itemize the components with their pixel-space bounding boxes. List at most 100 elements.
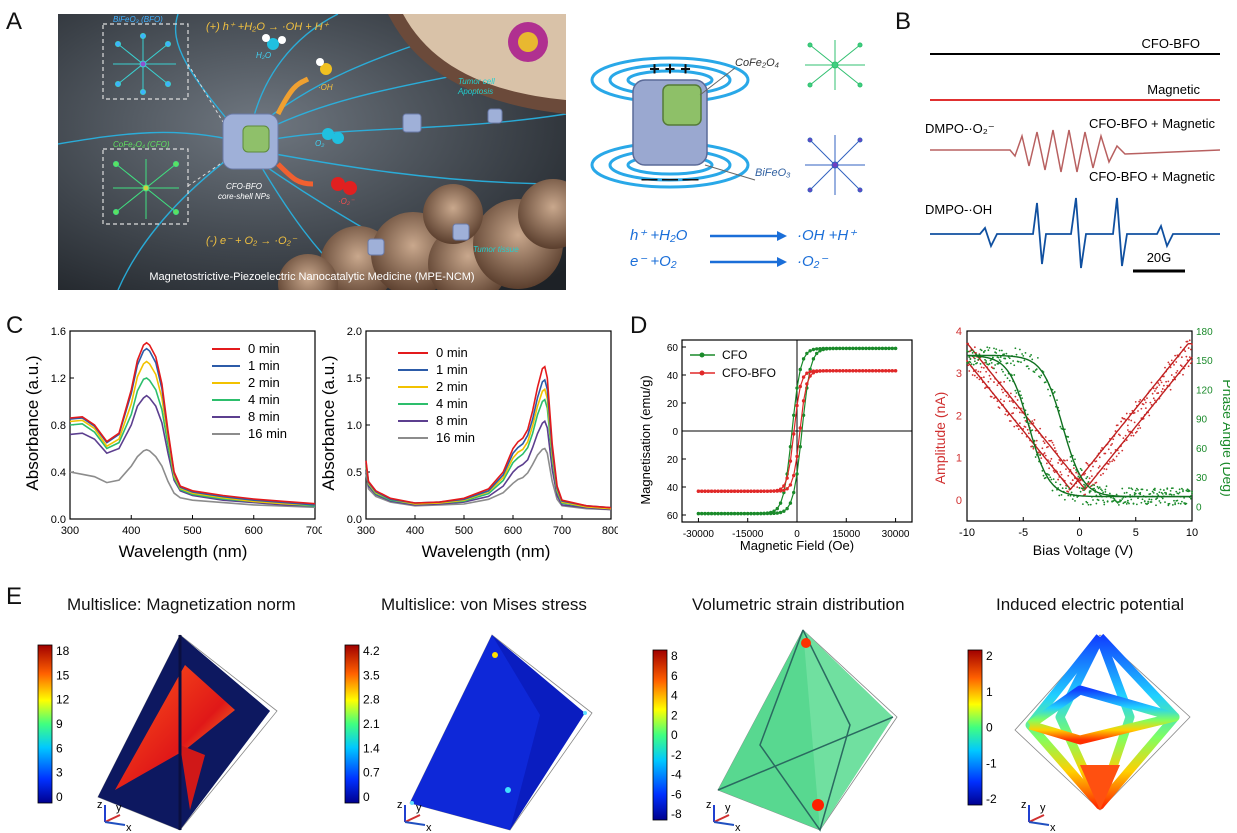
amplitude-point [1083,473,1085,476]
chart-d1: Magnetisation (emu/g) Magnetic Field (Oe… [638,339,913,553]
mechanism-plus: + + + [649,59,691,79]
panel-label-c: C [6,312,24,339]
phase-point [1176,492,1179,495]
amplitude-point [1098,465,1101,468]
amplitude-point [1011,400,1013,402]
amplitude-point [1009,392,1012,395]
amplitude-point [1184,350,1187,353]
phase-point [1029,355,1031,358]
amplitude-point [1107,463,1110,465]
y-tick-label: 4 [956,326,962,338]
phase-point [1098,486,1101,489]
amplitude-point [1133,421,1136,424]
y2-tick-label: 0 [1196,502,1202,513]
phase-point [1156,492,1159,495]
x-tick-label: 400 [122,525,140,537]
hysteresis-point-CFO [795,472,799,476]
trace-1-label: CFO-BFO [1142,36,1201,51]
amplitude-point [1174,354,1177,357]
amplitude-point [1024,426,1027,428]
hysteresis-point-CFO [880,346,885,351]
phase-point [993,347,995,350]
phase-point [1069,456,1072,458]
hysteresis-point-CFO [877,346,881,351]
panel-label-a: A [6,8,23,35]
amplitude-point [1149,401,1152,404]
amplitude-point [1053,471,1056,474]
phase-point [1013,364,1016,367]
phase-point [1159,501,1162,504]
phase-point [1078,487,1081,489]
phase-point [1024,352,1027,354]
phase-point [1175,490,1178,493]
phase-point [997,362,1000,365]
y2-tick-label: 150 [1196,356,1213,367]
trace-4-tag: DMPO-·OH [925,202,992,217]
hysteresis-point-CFO [762,511,766,516]
phase-point [1038,375,1040,378]
x-tick-label: 600 [504,525,522,537]
hysteresis-point-CFO [709,511,714,516]
hysteresis-point-CFO [857,346,862,351]
amplitude-point [1179,346,1182,349]
hysteresis-point-CFO-BFO [696,489,701,493]
amplitude-point [1111,460,1114,463]
hysteresis-point-CFO [808,349,812,353]
phase-point [1099,488,1102,491]
oh-label: ·OH [318,83,333,92]
hysteresis-point-CFO-BFO [749,489,753,493]
sim-1-title: Multislice: Magnetization norm [67,595,296,614]
phase-point [1026,365,1029,368]
amplitude-point [1157,382,1160,385]
amplitude-point [1101,447,1103,449]
phase-point [972,350,975,353]
phase-point [1183,496,1186,499]
phase-point [1044,381,1047,384]
hysteresis-point-CFO [788,501,793,505]
phase-point [979,348,982,351]
phase-point [1159,488,1162,491]
phase-point [1059,425,1062,428]
hysteresis-point-CFO [801,357,806,361]
mechanism-cfo-label: CoFe₂O₄ [735,57,779,69]
y-tick-label: 1.2 [51,373,66,385]
hysteresis-point-CFO-BFO [792,473,796,478]
hysteresis-point-CFO-BFO [884,369,888,373]
phase-point [1090,484,1093,487]
c2-ylabel: Absorbance (a.u.) [319,355,338,490]
d1-legend-0: CFO [722,348,747,362]
amplitude-point [1168,363,1171,366]
amplitude-point [1143,399,1146,401]
scale-bar-label: 20G [1147,250,1172,265]
phase-point [1113,497,1116,500]
c1-legend-1: 1 min [248,358,280,373]
c2-xlabel: Wavelength (nm) [422,542,551,561]
phase-point [1114,499,1117,502]
tumor-tissue-label: Tumor tissue [473,245,519,254]
amplitude-point [1116,424,1119,427]
hysteresis-point-CFO [874,346,878,351]
phase-point [971,352,974,354]
hysteresis-point-CFO-BFO [723,489,727,493]
amplitude-point [1108,460,1111,463]
phase-point [1059,483,1062,486]
phase-point [1022,354,1025,357]
amplitude-point [1016,399,1019,401]
phase-point [1068,440,1071,443]
phase-point [1040,374,1043,377]
amplitude-point [1160,381,1163,384]
series-line-16-min [365,447,612,511]
mechanism-illustration: + + + — — — CoFe₂O₄ BiFeO₃ h⁺ +H₂O ·OH +… [590,40,865,270]
phase-point [1103,503,1106,506]
amplitude-point [1122,437,1125,440]
amplitude-point [1102,472,1105,475]
reaction-top: (+) h⁺ +H₂O → ·OH + H⁺ [206,21,330,33]
amplitude-point [998,407,1001,409]
y-tick-label: 0.0 [347,514,362,526]
hysteresis-point-CFO-BFO [805,371,809,375]
phase-point [1098,493,1101,496]
phase-point [997,356,1000,359]
y-tick-label: 3 [956,368,962,380]
amplitude-point [1059,471,1062,473]
